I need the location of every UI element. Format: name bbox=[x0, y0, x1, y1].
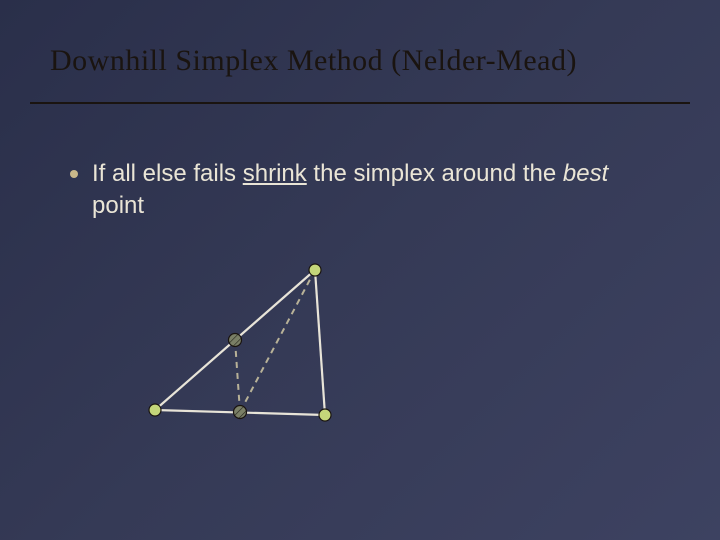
bullet-pre: If all else fails bbox=[92, 160, 243, 187]
bullet-text: If all else fails shrink the simplex aro… bbox=[92, 158, 630, 223]
bullet-dot-icon bbox=[70, 170, 78, 178]
title-divider bbox=[30, 102, 690, 104]
bullet-item: If all else fails shrink the simplex aro… bbox=[70, 158, 630, 223]
bullet-mid: the simplex around the bbox=[307, 160, 563, 187]
bullet-underlined: shrink bbox=[243, 160, 307, 187]
shrink-edges bbox=[235, 270, 315, 412]
slide-title: Downhill Simplex Method (Nelder-Mead) bbox=[50, 44, 577, 78]
bullet-italic: best bbox=[563, 160, 608, 187]
simplex-diagram bbox=[135, 260, 365, 440]
bullet-post: point bbox=[92, 192, 144, 219]
